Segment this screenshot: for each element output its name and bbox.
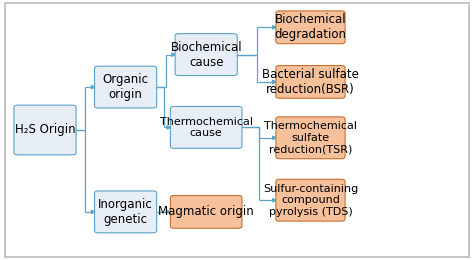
FancyBboxPatch shape bbox=[175, 34, 237, 75]
FancyBboxPatch shape bbox=[170, 196, 242, 228]
Text: Biochemical
degradation: Biochemical degradation bbox=[274, 13, 346, 41]
FancyBboxPatch shape bbox=[94, 191, 156, 233]
Text: Inorganic
genetic: Inorganic genetic bbox=[98, 198, 153, 226]
FancyBboxPatch shape bbox=[276, 11, 345, 44]
Text: Biochemical
cause: Biochemical cause bbox=[170, 41, 242, 69]
FancyBboxPatch shape bbox=[14, 105, 76, 155]
FancyBboxPatch shape bbox=[276, 66, 345, 98]
FancyBboxPatch shape bbox=[276, 179, 345, 221]
Text: H₂S Origin: H₂S Origin bbox=[15, 124, 75, 136]
Text: Bacterial sulfate
reduction(BSR): Bacterial sulfate reduction(BSR) bbox=[262, 68, 359, 96]
FancyBboxPatch shape bbox=[170, 107, 242, 148]
Text: Sulfur-containing
compound
pyrolysis (TDS): Sulfur-containing compound pyrolysis (TD… bbox=[263, 184, 358, 217]
FancyBboxPatch shape bbox=[94, 66, 156, 108]
Text: Thermochemical
cause: Thermochemical cause bbox=[160, 116, 253, 138]
Text: Organic
origin: Organic origin bbox=[102, 73, 149, 101]
Text: Magmatic origin: Magmatic origin bbox=[158, 205, 254, 218]
Text: Thermochemical
sulfate
reduction(TSR): Thermochemical sulfate reduction(TSR) bbox=[264, 121, 357, 154]
FancyBboxPatch shape bbox=[276, 117, 345, 159]
